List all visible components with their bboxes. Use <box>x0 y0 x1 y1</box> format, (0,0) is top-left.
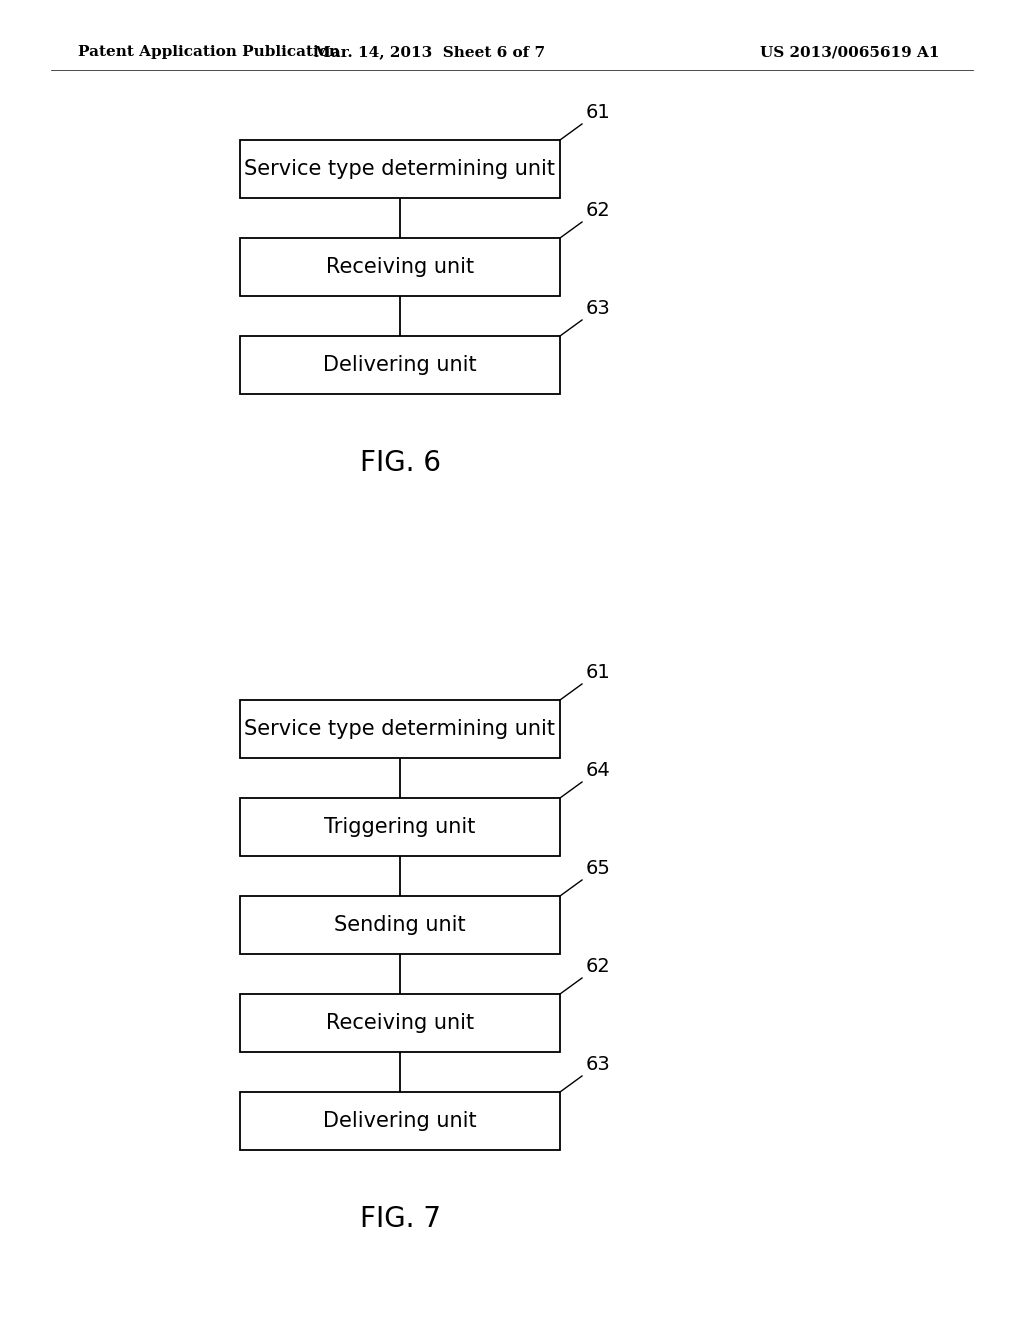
Bar <box>240 700 560 758</box>
Text: 62: 62 <box>586 957 610 975</box>
Text: Delivering unit: Delivering unit <box>324 1111 477 1131</box>
Bar <box>240 140 560 198</box>
Bar <box>240 994 560 1052</box>
Text: 65: 65 <box>586 859 611 878</box>
Text: 64: 64 <box>586 762 610 780</box>
Text: FIG. 7: FIG. 7 <box>359 1205 440 1233</box>
Text: Service type determining unit: Service type determining unit <box>245 719 555 739</box>
Bar <box>240 337 560 393</box>
Text: FIG. 6: FIG. 6 <box>359 449 440 477</box>
Text: Patent Application Publication: Patent Application Publication <box>78 45 340 59</box>
Text: Sending unit: Sending unit <box>334 915 466 935</box>
Text: 61: 61 <box>586 663 610 682</box>
Text: US 2013/0065619 A1: US 2013/0065619 A1 <box>760 45 939 59</box>
Bar <box>240 799 560 855</box>
Text: Receiving unit: Receiving unit <box>326 1012 474 1034</box>
Text: 63: 63 <box>586 1055 610 1074</box>
Bar <box>240 1092 560 1150</box>
Text: 63: 63 <box>586 300 610 318</box>
Text: Mar. 14, 2013  Sheet 6 of 7: Mar. 14, 2013 Sheet 6 of 7 <box>314 45 546 59</box>
Text: Triggering unit: Triggering unit <box>325 817 476 837</box>
Bar <box>240 238 560 296</box>
Text: Receiving unit: Receiving unit <box>326 257 474 277</box>
Text: Delivering unit: Delivering unit <box>324 355 477 375</box>
Text: Service type determining unit: Service type determining unit <box>245 158 555 180</box>
Text: 62: 62 <box>586 201 610 220</box>
Bar <box>240 896 560 954</box>
Text: 61: 61 <box>586 103 610 121</box>
